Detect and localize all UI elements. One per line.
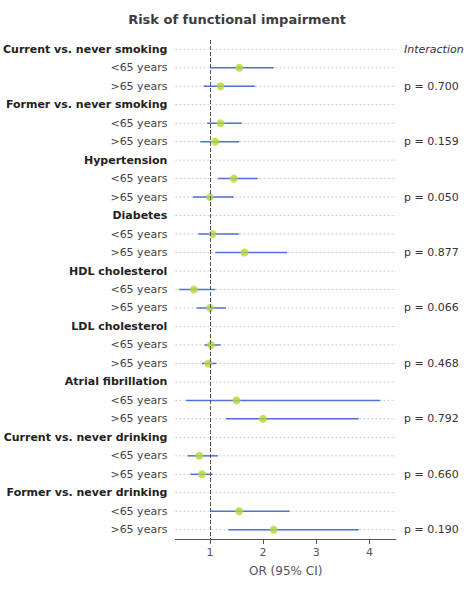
svg-text:>65 years: >65 years	[110, 246, 167, 259]
svg-text:OR (95% CI): OR (95% CI)	[249, 564, 322, 578]
svg-text:p = 0.660: p = 0.660	[404, 468, 459, 481]
svg-text:LDL cholesterol: LDL cholesterol	[71, 320, 167, 333]
svg-text:Atrial fibrillation: Atrial fibrillation	[65, 375, 168, 388]
svg-text:4: 4	[366, 546, 373, 559]
svg-text:p = 0.468: p = 0.468	[404, 357, 459, 370]
svg-text:<65 years: <65 years	[110, 283, 167, 296]
svg-text:p = 0.792: p = 0.792	[404, 412, 459, 425]
svg-text:<65 years: <65 years	[110, 505, 167, 518]
svg-text:<65 years: <65 years	[110, 61, 167, 74]
svg-text:3: 3	[313, 546, 320, 559]
svg-text:HDL cholesterol: HDL cholesterol	[69, 265, 167, 278]
svg-text:p = 0.159: p = 0.159	[404, 135, 459, 148]
svg-text:>65 years: >65 years	[110, 80, 167, 93]
svg-text:<65 years: <65 years	[110, 449, 167, 462]
svg-text:Former vs. never drinking: Former vs. never drinking	[7, 486, 168, 499]
svg-text:2: 2	[260, 546, 267, 559]
svg-text:>65 years: >65 years	[110, 412, 167, 425]
svg-text:p = 0.877: p = 0.877	[404, 246, 459, 259]
svg-text:1: 1	[206, 546, 213, 559]
svg-text:Interaction: Interaction	[404, 43, 464, 56]
svg-text:<65 years: <65 years	[110, 338, 167, 351]
svg-text:<65 years: <65 years	[110, 394, 167, 407]
svg-text:p = 0.066: p = 0.066	[404, 301, 459, 314]
svg-text:p = 0.700: p = 0.700	[404, 80, 459, 93]
svg-text:Risk of functional impairment: Risk of functional impairment	[128, 12, 346, 27]
svg-text:<65 years: <65 years	[110, 172, 167, 185]
svg-text:<65 years: <65 years	[110, 228, 167, 241]
svg-text:>65 years: >65 years	[110, 523, 167, 536]
svg-text:<65 years: <65 years	[110, 117, 167, 130]
svg-text:>65 years: >65 years	[110, 301, 167, 314]
svg-text:Diabetes: Diabetes	[112, 209, 167, 222]
svg-text:Hypertension: Hypertension	[84, 154, 167, 167]
svg-text:p = 0.050: p = 0.050	[404, 191, 459, 204]
svg-text:>65 years: >65 years	[110, 468, 167, 481]
svg-text:>65 years: >65 years	[110, 357, 167, 370]
svg-text:>65 years: >65 years	[110, 191, 167, 204]
svg-text:Current vs. never drinking: Current vs. never drinking	[4, 431, 168, 444]
svg-text:>65 years: >65 years	[110, 135, 167, 148]
svg-text:Former vs. never smoking: Former vs. never smoking	[6, 98, 168, 111]
svg-text:p = 0.190: p = 0.190	[404, 523, 459, 536]
svg-text:Current vs. never smoking: Current vs. never smoking	[3, 43, 167, 56]
